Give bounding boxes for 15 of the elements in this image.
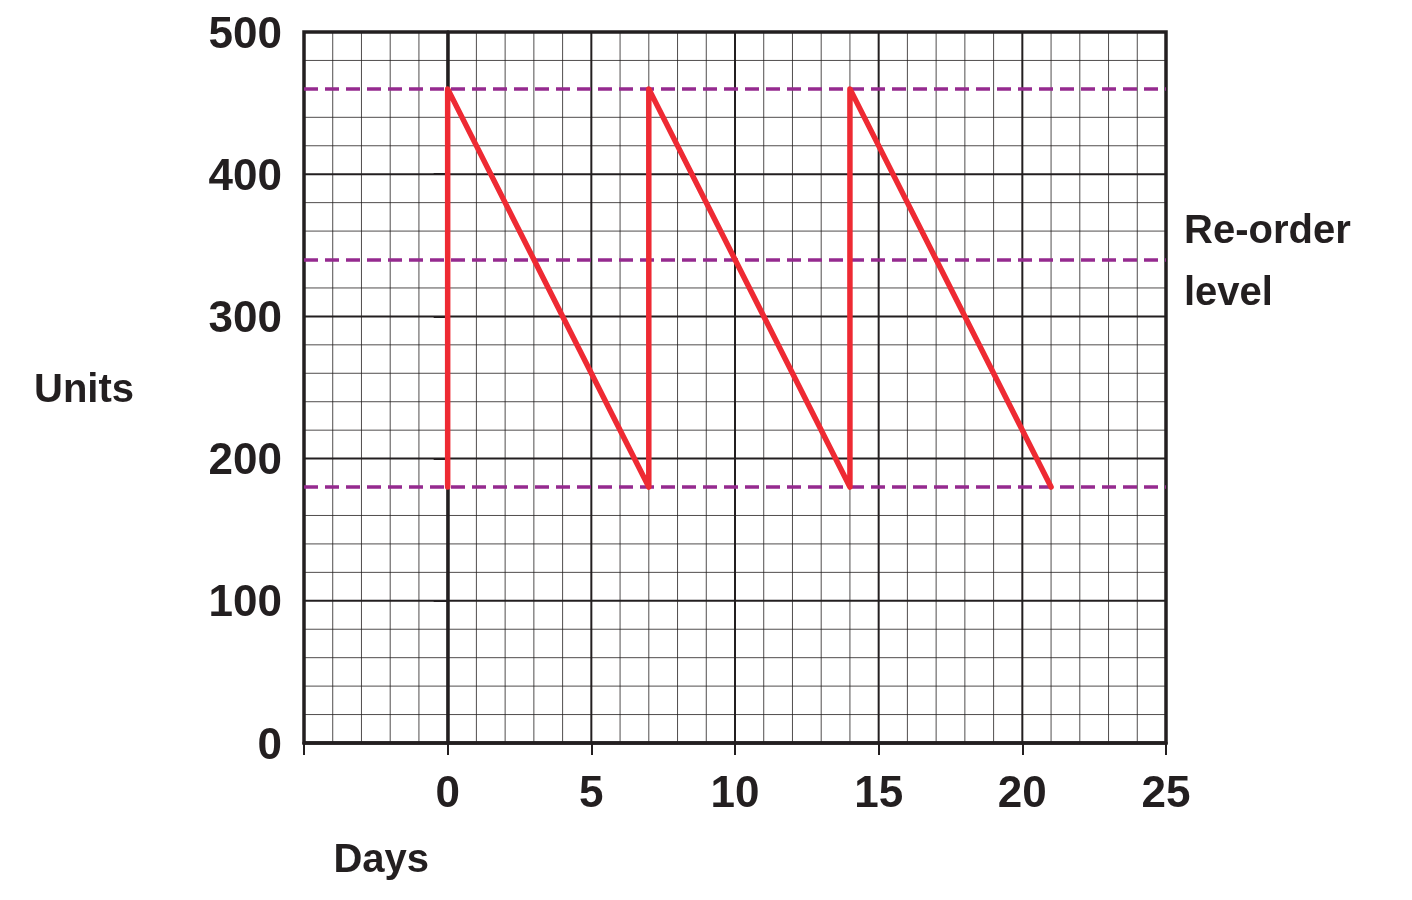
y-tick-label: 0 (257, 718, 282, 768)
x-tick-label: 10 (710, 766, 760, 816)
x-axis-title: Days (333, 836, 429, 880)
x-tick-label: 0 (435, 766, 460, 816)
y-tick-label: 500 (208, 7, 282, 57)
y-tick-label: 200 (208, 434, 282, 484)
x-tick-label: 25 (1141, 766, 1191, 816)
ref-line-label: Re-order level (1184, 206, 1351, 313)
y-tick-label: 400 (208, 149, 282, 199)
x-tick-label: 20 (997, 766, 1047, 816)
x-tick-label: 15 (854, 766, 904, 816)
y-tick-label: 100 (208, 576, 282, 626)
x-tick-label: 5 (579, 766, 604, 816)
y-tick-label: 300 (208, 291, 282, 341)
y-axis-title: Units (34, 365, 134, 410)
